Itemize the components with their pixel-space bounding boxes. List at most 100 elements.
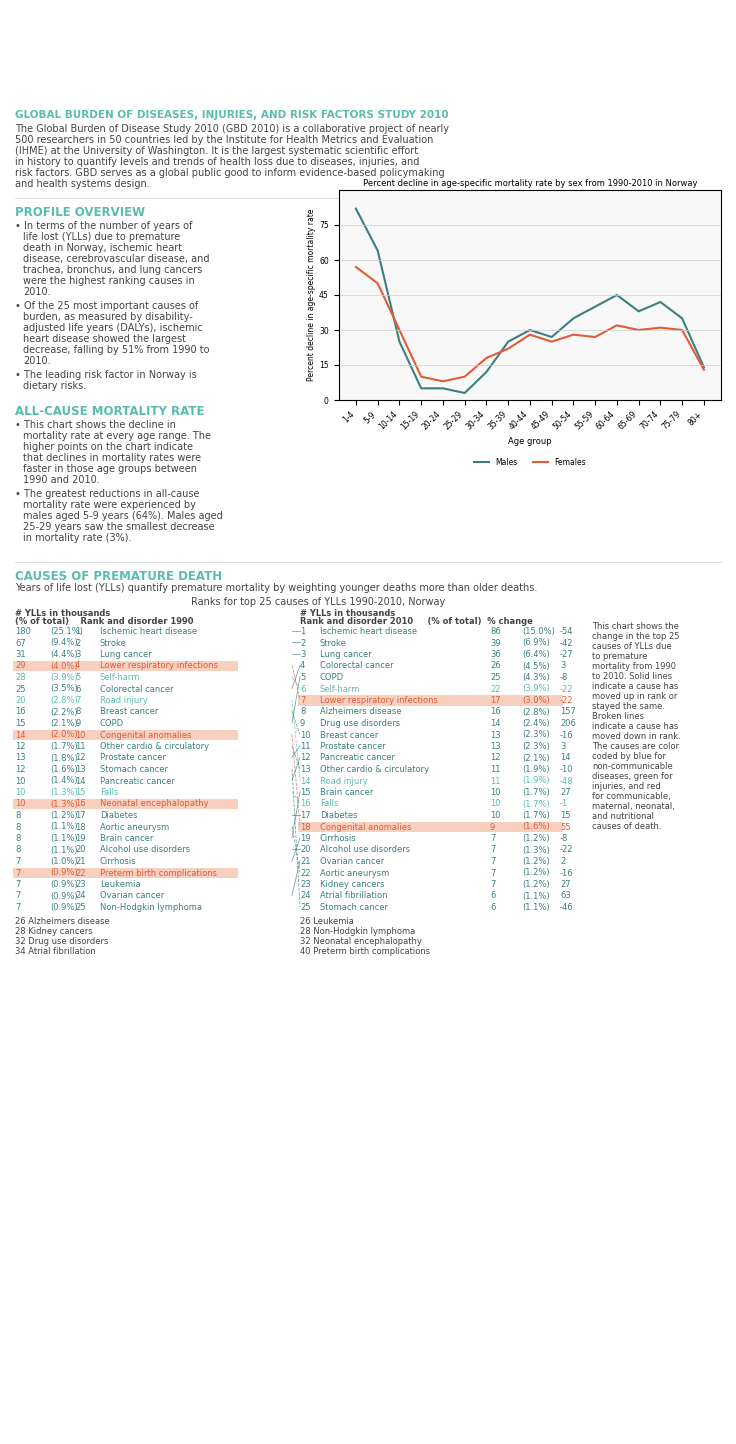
Text: Stomach cancer: Stomach cancer (320, 902, 388, 913)
Text: 28 Kidney cancers: 28 Kidney cancers (15, 927, 93, 937)
Text: 29: 29 (15, 661, 26, 670)
Text: Leukemia: Leukemia (100, 879, 141, 890)
Text: higher points on the chart indicate: higher points on the chart indicate (23, 442, 193, 452)
Text: 1: 1 (300, 627, 305, 635)
Text: -16: -16 (560, 868, 573, 878)
Text: (6.9%): (6.9%) (522, 638, 550, 647)
Text: -10: -10 (560, 765, 573, 774)
Text: 17: 17 (75, 812, 85, 820)
Text: Lung cancer: Lung cancer (320, 650, 372, 658)
Text: 25: 25 (75, 902, 85, 913)
Text: maternal, neonatal,: maternal, neonatal, (592, 801, 675, 812)
Text: 16: 16 (75, 800, 85, 809)
Text: 67: 67 (15, 638, 26, 647)
Text: 36: 36 (490, 650, 500, 658)
Text: 12: 12 (300, 754, 311, 762)
Text: injuries, and red: injuries, and red (592, 783, 661, 791)
Text: 6: 6 (490, 891, 495, 901)
Text: non-communicable: non-communicable (592, 762, 673, 771)
Text: -8: -8 (560, 673, 568, 682)
Text: 3: 3 (75, 650, 80, 658)
Text: Cirrhosis: Cirrhosis (320, 835, 357, 843)
Text: 2010.: 2010. (23, 357, 51, 365)
Text: Prostate cancer: Prostate cancer (100, 754, 166, 762)
Text: • This chart shows the decline in: • This chart shows the decline in (15, 420, 176, 430)
Text: Breast cancer: Breast cancer (100, 708, 158, 716)
Text: Other cardio & circulatory: Other cardio & circulatory (100, 742, 209, 751)
Text: 27: 27 (560, 788, 570, 797)
Text: (25.1%): (25.1%) (50, 627, 83, 635)
Text: 7: 7 (75, 696, 80, 705)
Text: (2.1%): (2.1%) (522, 754, 550, 762)
Text: 7: 7 (490, 868, 495, 878)
Text: 8: 8 (15, 846, 21, 855)
Text: 25-29 years saw the smallest decrease: 25-29 years saw the smallest decrease (23, 521, 215, 531)
Text: 20: 20 (15, 696, 26, 705)
Text: Diabetes: Diabetes (320, 812, 358, 820)
Text: 10: 10 (75, 731, 85, 739)
Text: 28 Non-Hodgkin lymphoma: 28 Non-Hodgkin lymphoma (300, 927, 415, 937)
Text: 14: 14 (75, 777, 85, 786)
Text: 26 Alzheimers disease: 26 Alzheimers disease (15, 917, 110, 927)
Text: risk factors. GBD serves as a global public good to inform evidence-based policy: risk factors. GBD serves as a global pub… (15, 168, 445, 178)
Text: (1.2%): (1.2%) (522, 868, 550, 878)
Text: 20: 20 (300, 846, 311, 855)
Text: to 2010. Solid lines: to 2010. Solid lines (592, 671, 672, 682)
FancyBboxPatch shape (298, 695, 563, 706)
Text: 11: 11 (490, 765, 500, 774)
Text: 25: 25 (490, 673, 500, 682)
Text: Ovarian cancer: Ovarian cancer (320, 856, 384, 866)
Text: 8: 8 (15, 823, 21, 832)
Text: 10: 10 (300, 731, 311, 739)
Text: Ischemic heart disease: Ischemic heart disease (100, 627, 197, 635)
Text: 16: 16 (300, 800, 311, 809)
Text: 21: 21 (75, 856, 85, 866)
Title: Percent decline in age-specific mortality rate by sex from 1990-2010 in Norway: Percent decline in age-specific mortalit… (363, 179, 697, 188)
Text: (0.9%): (0.9%) (50, 868, 77, 878)
Text: (2.2%): (2.2%) (50, 708, 77, 716)
Text: Self-harm: Self-harm (100, 673, 141, 682)
Text: (1.8%): (1.8%) (50, 754, 78, 762)
Text: (% of total)    Rank and disorder 1990: (% of total) Rank and disorder 1990 (15, 617, 194, 627)
Text: 10: 10 (490, 812, 500, 820)
Text: (3.9%): (3.9%) (522, 684, 550, 693)
Text: Drug use disorders: Drug use disorders (320, 719, 400, 728)
Text: 7: 7 (15, 902, 21, 913)
Text: 21: 21 (300, 856, 311, 866)
Text: Diabetes: Diabetes (100, 812, 138, 820)
Text: for communicable,: for communicable, (592, 791, 670, 801)
Text: mortality rate at every age range. The: mortality rate at every age range. The (23, 430, 211, 440)
Text: (0.9%): (0.9%) (50, 879, 77, 890)
Text: (1.9%): (1.9%) (522, 765, 550, 774)
Text: 7: 7 (490, 879, 495, 890)
Text: Rank and disorder 2010     (% of total)  % change: Rank and disorder 2010 (% of total) % ch… (300, 617, 533, 627)
Text: 63: 63 (560, 891, 570, 901)
Text: 7: 7 (490, 846, 495, 855)
Text: 3: 3 (560, 661, 565, 670)
Text: 12: 12 (490, 754, 500, 762)
Text: (4.3%): (4.3%) (522, 673, 550, 682)
Text: Colorectal cancer: Colorectal cancer (320, 661, 394, 670)
Text: (4.5%): (4.5%) (522, 661, 550, 670)
Text: in mortality rate (3%).: in mortality rate (3%). (23, 533, 132, 543)
Text: Alcohol use disorders: Alcohol use disorders (320, 846, 410, 855)
Text: (1.7%): (1.7%) (522, 788, 550, 797)
Text: 27: 27 (560, 879, 570, 890)
Text: change in the top 25: change in the top 25 (592, 632, 679, 641)
Text: -22: -22 (560, 846, 573, 855)
Text: 12: 12 (15, 765, 26, 774)
Text: Aortic aneurysm: Aortic aneurysm (100, 823, 169, 832)
Text: disease, cerebrovascular disease, and: disease, cerebrovascular disease, and (23, 254, 210, 264)
Text: 34 Atrial fibrillation: 34 Atrial fibrillation (15, 947, 96, 956)
Text: (1.1%): (1.1%) (522, 891, 550, 901)
Text: heart disease showed the largest: heart disease showed the largest (23, 334, 186, 344)
Text: (1.1%): (1.1%) (50, 835, 77, 843)
Text: 8: 8 (15, 812, 21, 820)
Text: 86: 86 (490, 627, 500, 635)
Text: (1.4%): (1.4%) (50, 777, 77, 786)
Text: # YLLs in thousands: # YLLs in thousands (15, 609, 110, 618)
Text: (1.7%): (1.7%) (522, 800, 550, 809)
Text: faster in those age groups between: faster in those age groups between (23, 464, 197, 474)
Text: 18: 18 (75, 823, 85, 832)
Text: COPD: COPD (100, 719, 124, 728)
